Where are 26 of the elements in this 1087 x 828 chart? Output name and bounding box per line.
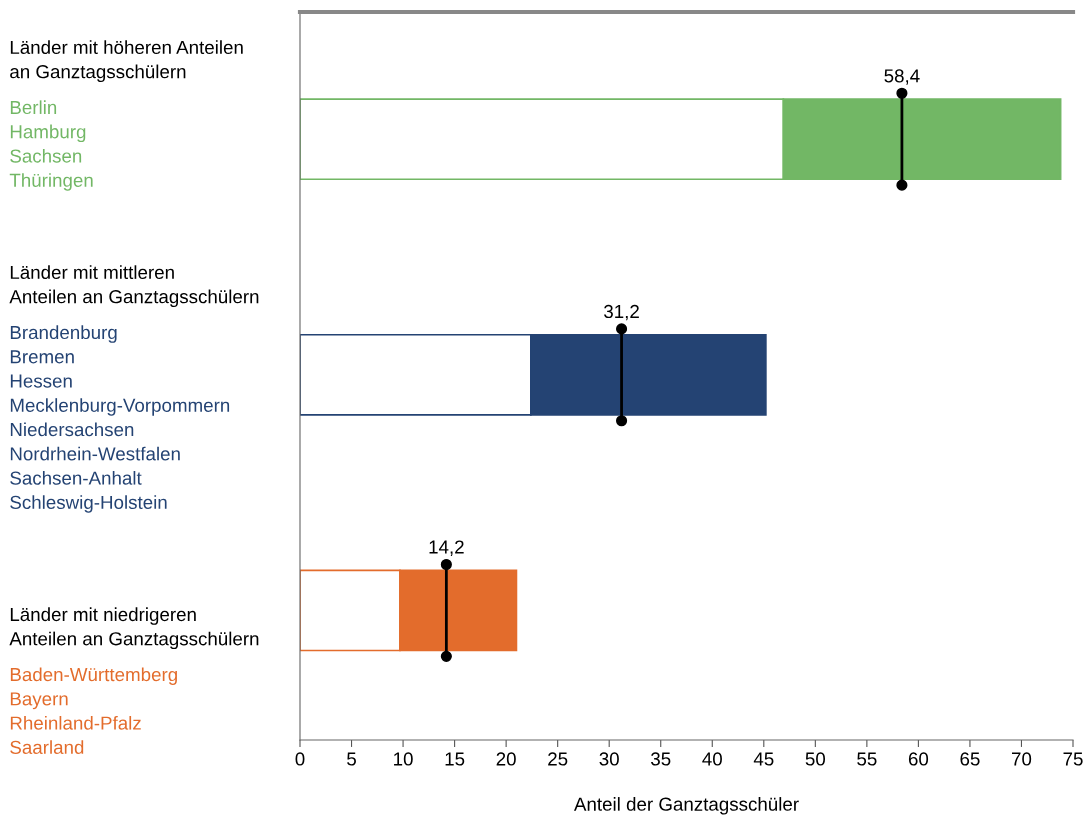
x-tick-label: 15 [445, 752, 465, 766]
x-tick-label: 5 [347, 752, 356, 766]
x-tick-label: 65 [960, 752, 980, 766]
x-tick-label: 10 [394, 752, 413, 766]
x-tick-label: 25 [548, 752, 568, 766]
x-tick-label: 40 [702, 752, 722, 766]
x-tick-label: 60 [908, 752, 929, 766]
data-label: 14,2 [429, 540, 464, 556]
x-tick-label: 75 [1063, 752, 1083, 766]
x-tick-label: 0 [295, 752, 305, 766]
x-axis-title: Anteil der Ganztagsschüler [573, 797, 799, 815]
x-tick-label: 20 [496, 752, 516, 766]
y-tick-label: Länder mit mittleren Anteilen an Ganztagsschülern [9, 265, 259, 308]
text: Berlin Hamburg Sachsen Thüringen [9, 100, 93, 191]
text: Brandenburg Bremen Hessen Mecklenburg-Vorpommern Niedersachsen Nordrhein-Westfalen Sachsen-Anhalt Schleswig-Holstein [10, 325, 230, 513]
x-tick-label: 45 [753, 752, 774, 766]
y-tick-label: Länder mit höheren Anteilen an Ganztagsschülern [10, 40, 243, 83]
x-tick-label: 70 [1012, 752, 1032, 766]
x-tick-label: 30 [599, 752, 619, 766]
text: Baden-Württemberg Bayern Rheinland-Pfalz Saarland [10, 667, 177, 755]
data-label: 58,4 [884, 69, 920, 85]
y-tick-label: Länder mit niedrigeren Anteilen an Ganztagsschülern [9, 607, 259, 650]
x-tick-label: 55 [857, 752, 877, 766]
data-label: 31,2 [604, 304, 639, 321]
x-tick-label: 50 [805, 752, 826, 766]
x-tick-label: 35 [651, 752, 671, 766]
